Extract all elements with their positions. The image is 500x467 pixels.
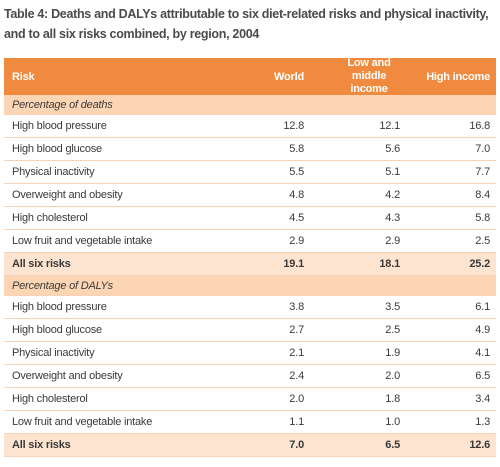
title: Table 4: Deaths and DALYs attributable t… (4, 4, 494, 44)
total-cell: All six risks (12, 258, 71, 270)
cell: 5.6 (385, 143, 400, 155)
cell: High blood glucose (12, 143, 102, 155)
data-row: Physical inactivity 2.1 1.9 4.1 (4, 342, 496, 365)
cell: 12.8 (283, 120, 304, 132)
cell: 8.4 (475, 189, 490, 201)
cell: 5.8 (475, 212, 490, 224)
cell: 6.1 (475, 301, 490, 313)
header-cell: World (274, 70, 304, 83)
cell: Low fruit and vegetable intake (12, 416, 153, 428)
total-cell: 18.1 (379, 258, 400, 270)
cell: 7.7 (475, 166, 490, 178)
cell: 7.0 (475, 143, 490, 155)
data-row: High cholesterol 4.5 4.3 5.8 (4, 207, 496, 230)
data-row: High blood glucose 2.7 2.5 4.9 (4, 319, 496, 342)
data-row: Overweight and obesity 4.8 4.2 8.4 (4, 184, 496, 207)
data-row: Low fruit and vegetable intake 2.9 2.9 2.5 (4, 230, 496, 253)
title-line: Table 4: Deaths and DALYs attributable t… (4, 7, 489, 21)
data-row: High blood glucose 5.8 5.6 7.0 (4, 138, 496, 161)
cell: 2.1 (289, 347, 304, 359)
section-label: Percentage of deaths (12, 98, 113, 111)
header-cell: Risk (12, 70, 35, 83)
cell: 1.0 (385, 416, 400, 428)
cell: Overweight and obesity (12, 370, 123, 382)
cell: Physical inactivity (12, 166, 95, 178)
cell: 16.8 (469, 120, 490, 132)
data-row: High blood pressure 12.8 12.1 16.8 (4, 115, 496, 138)
cell: 1.3 (475, 416, 490, 428)
total-cell: 19.1 (283, 258, 304, 270)
cell: High blood glucose (12, 324, 102, 336)
title-line: and to all six risks combined, by region… (4, 27, 260, 41)
total-cell: 6.5 (385, 439, 400, 451)
cell: 2.5 (475, 235, 490, 247)
total-cell: All six risks (12, 439, 71, 451)
cell: 5.8 (289, 143, 304, 155)
section-row: Percentage of DALYs (4, 276, 496, 296)
cell: 1.9 (385, 347, 400, 359)
cell: High cholesterol (12, 393, 88, 405)
data-row: Physical inactivity 5.5 5.1 7.7 (4, 161, 496, 184)
cell: 4.5 (289, 212, 304, 224)
cell: 4.3 (385, 212, 400, 224)
total-cell: 12.6 (469, 439, 490, 451)
cell: 5.5 (289, 166, 304, 178)
cell: 1.1 (289, 416, 304, 428)
section-row: Percentage of deaths (4, 95, 496, 115)
total-row: All six risks 19.1 18.1 25.2 (4, 253, 496, 276)
cell: High blood pressure (12, 120, 107, 132)
header-cell: Low and middle income (347, 57, 391, 95)
cell: 6.5 (475, 370, 490, 382)
cell: 5.1 (385, 166, 400, 178)
total-row: All six risks 7.0 6.5 12.6 (4, 434, 496, 457)
cell: Overweight and obesity (12, 189, 123, 201)
cell: 2.9 (385, 235, 400, 247)
header-row: Risk World Low and middle income High incom… (4, 57, 496, 95)
cell: 4.1 (475, 347, 490, 359)
cell: Physical inactivity (12, 347, 95, 359)
table: Risk World Low and middle income High incom… (4, 57, 496, 457)
cell: 4.2 (385, 189, 400, 201)
total-cell: 25.2 (469, 258, 490, 270)
data-row: High blood pressure 3.8 3.5 6.1 (4, 296, 496, 319)
cell: 2.4 (289, 370, 304, 382)
cell: 2.7 (289, 324, 304, 336)
cell: 2.9 (289, 235, 304, 247)
data-row: Overweight and obesity 2.4 2.0 6.5 (4, 365, 496, 388)
cell: 1.8 (385, 393, 400, 405)
cell: 4.9 (475, 324, 490, 336)
cell: 2.0 (289, 393, 304, 405)
cell: 2.0 (385, 370, 400, 382)
data-row: Low fruit and vegetable intake 1.1 1.0 1.3 (4, 411, 496, 434)
cell: 3.5 (385, 301, 400, 313)
cell: 3.8 (289, 301, 304, 313)
header-cell: High income (426, 70, 490, 83)
cell: High blood pressure (12, 301, 107, 313)
total-cell: 7.0 (289, 439, 304, 451)
cell: 4.8 (289, 189, 304, 201)
cell: Low fruit and vegetable intake (12, 235, 153, 247)
section-label: Percentage of DALYs (12, 279, 113, 292)
cell: High cholesterol (12, 212, 88, 224)
cell: 2.5 (385, 324, 400, 336)
data-row: High cholesterol 2.0 1.8 3.4 (4, 388, 496, 411)
cell: 12.1 (379, 120, 400, 132)
cell: 3.4 (475, 393, 490, 405)
